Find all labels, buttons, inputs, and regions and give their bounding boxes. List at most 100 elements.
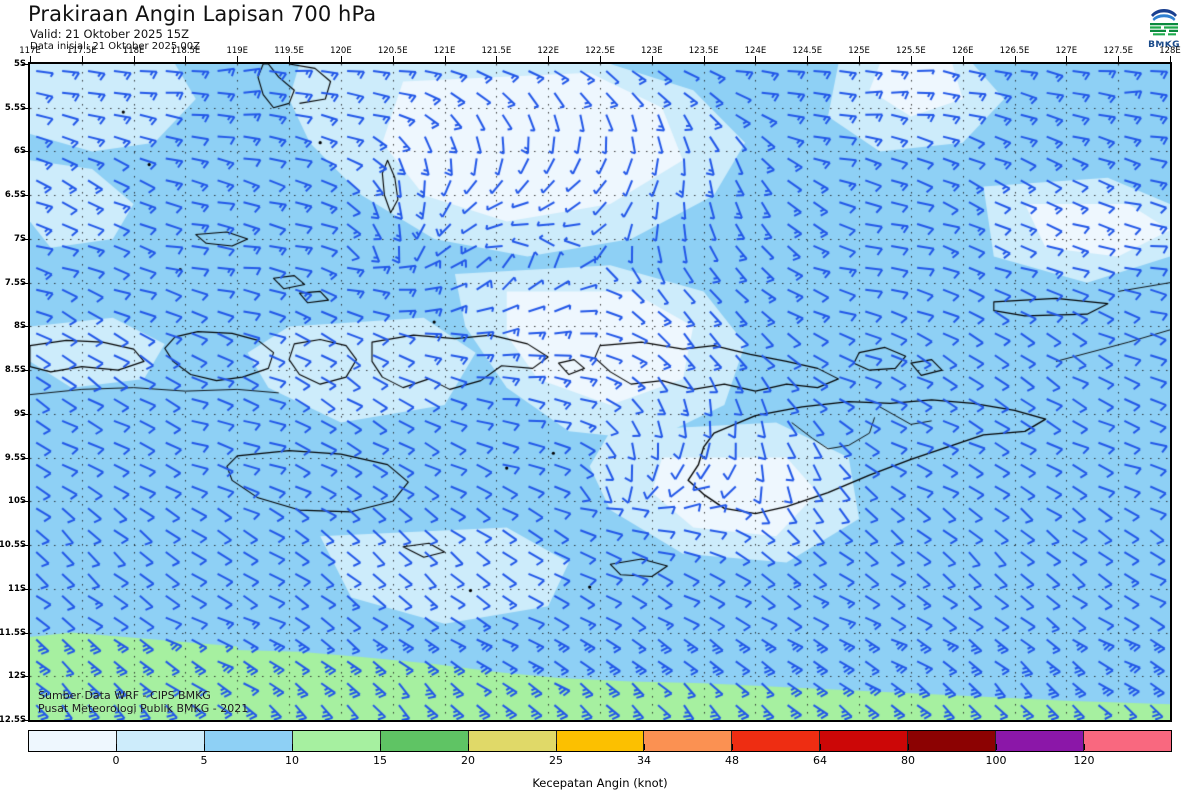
colorbar-tick-mark <box>732 744 733 750</box>
colorbar-tick-mark <box>116 744 117 750</box>
colorbar-tick-label: 25 <box>549 754 563 767</box>
colorbar-swatch <box>820 731 909 751</box>
latitude-tick-label: 10S <box>8 496 26 507</box>
latitude-tick-label: 10.5S <box>0 540 26 551</box>
longitude-tick-mark <box>1118 56 1120 62</box>
latitude-tick-label: 12S <box>8 671 26 682</box>
longitude-tick-mark <box>496 56 498 62</box>
latitude-tick-mark <box>22 107 28 109</box>
colorbar-tick-label: 48 <box>725 754 739 767</box>
longitude-tick-label: 119.5E <box>274 46 304 56</box>
latitude-tick-mark <box>22 238 28 240</box>
colorbar-swatch <box>644 731 733 751</box>
colorbar-tick-label: 5 <box>200 754 208 767</box>
latitude-tick-label: 7.5S <box>4 277 26 288</box>
colorbar-swatch <box>29 731 117 751</box>
colorbar-swatch <box>1084 731 1171 751</box>
colorbar-tick-mark <box>996 744 997 750</box>
latitude-tick-mark <box>22 457 28 459</box>
longitude-tick-mark <box>289 56 291 62</box>
longitude-tick-label: 118E <box>122 46 145 56</box>
latitude-tick-label: 9S <box>13 408 26 419</box>
latitude-tick-mark <box>22 676 28 678</box>
latitude-tick-mark <box>22 282 28 284</box>
colorbar-tick-mark <box>908 744 909 750</box>
colorbar-tick-mark <box>556 744 557 750</box>
longitude-tick-label: 127E <box>1055 46 1078 56</box>
bmkg-logo-icon <box>1144 2 1184 42</box>
latitude-tick-label: 9.5S <box>4 452 26 463</box>
latitude-tick-label: 5S <box>13 59 26 69</box>
colorbar-swatch <box>468 731 557 751</box>
latitude-tick-mark <box>22 545 28 547</box>
valid-time-label: Valid: 21 Oktober 2025 15Z <box>30 27 189 41</box>
longitude-tick-mark <box>1014 56 1016 62</box>
longitude-tick-label: 124E <box>744 46 767 56</box>
latitude-tick-label: 5.5S <box>4 102 26 113</box>
bmkg-logo-label: BMKG <box>1148 40 1180 50</box>
longitude-tick-mark <box>548 56 550 62</box>
latitude-tick-mark <box>22 720 28 721</box>
latitude-tick-mark <box>22 632 28 634</box>
bmkg-logo: BMKG <box>1136 2 1192 54</box>
latitude-tick-label: 7S <box>13 233 26 244</box>
latitude-tick-label: 6S <box>13 146 26 157</box>
longitude-tick-mark <box>1066 56 1068 62</box>
latitude-tick-mark <box>22 326 28 328</box>
colorbar-swatch <box>732 731 821 751</box>
longitude-tick-mark <box>133 56 135 62</box>
latitude-tick-mark <box>22 151 28 153</box>
longitude-tick-label: 121E <box>433 46 456 56</box>
colorbar-ticks: 0 5 10 15 20 25 34 48 64 80 100 120 <box>28 744 1172 770</box>
longitude-tick-mark <box>392 56 394 62</box>
latitude-tick-mark <box>22 370 28 372</box>
longitude-tick-mark <box>962 56 964 62</box>
latitude-tick-mark <box>22 413 28 415</box>
longitude-tick-mark <box>185 56 187 62</box>
longitude-tick-mark <box>237 56 239 62</box>
longitude-tick-mark <box>600 56 601 62</box>
latitude-tick-label: 6.5S <box>4 190 26 201</box>
colorbar-swatch <box>996 731 1085 751</box>
longitude-tick-label: 117.5E <box>66 46 97 56</box>
longitude-tick-mark <box>703 56 705 62</box>
colorbar-tick-mark <box>468 744 469 750</box>
latitude-tick-mark <box>22 501 28 503</box>
latitude-tick-label: 11S <box>8 583 26 594</box>
colorbar[interactable] <box>28 730 1172 752</box>
map-plot-area[interactable]: Sumber Data WRF - CIPS BMKG Pusat Meteor… <box>28 62 1172 722</box>
colorbar-tick-mark <box>1084 744 1085 750</box>
latitude-tick-mark <box>22 588 28 590</box>
latitude-tick-label: 12.5S <box>0 715 26 725</box>
latitude-tick-label: 11.5S <box>0 627 26 638</box>
colorbar-tick-label: 120 <box>1073 754 1095 767</box>
colorbar-swatches <box>28 730 1172 752</box>
longitude-tick-label: 121.5E <box>481 46 512 56</box>
longitude-tick-mark <box>651 56 653 62</box>
page-title: Prakiraan Angin Lapisan 700 hPa <box>28 2 377 26</box>
latitude-tick-label: 8.5S <box>4 365 26 376</box>
colorbar-swatch <box>908 731 997 751</box>
colorbar-swatch <box>292 731 381 751</box>
longitude-tick-mark <box>81 56 83 62</box>
longitude-tick-mark <box>30 56 31 62</box>
colorbar-tick-mark <box>820 744 821 750</box>
colorbar-tick-mark <box>204 744 205 750</box>
longitude-tick-label: 123E <box>641 46 663 56</box>
colorbar-tick-label: 15 <box>373 754 387 767</box>
colorbar-swatch <box>556 731 645 751</box>
longitude-tick-label: 117E <box>19 46 41 56</box>
colorbar-tick-label: 34 <box>637 754 651 767</box>
colorbar-tick-label: 20 <box>461 754 475 767</box>
colorbar-swatch <box>380 731 469 751</box>
longitude-tick-mark <box>910 56 912 62</box>
longitude-tick-mark <box>755 56 757 62</box>
longitude-tick-label: 122E <box>537 46 559 56</box>
colorbar-swatch <box>116 731 205 751</box>
longitude-tick-label: 125.5E <box>896 46 926 56</box>
colorbar-tick-mark <box>380 744 381 750</box>
longitude-tick-label: 120E <box>330 46 352 56</box>
longitude-tick-label: 123.5E <box>688 46 719 56</box>
colorbar-tick-label: 100 <box>985 754 1007 767</box>
